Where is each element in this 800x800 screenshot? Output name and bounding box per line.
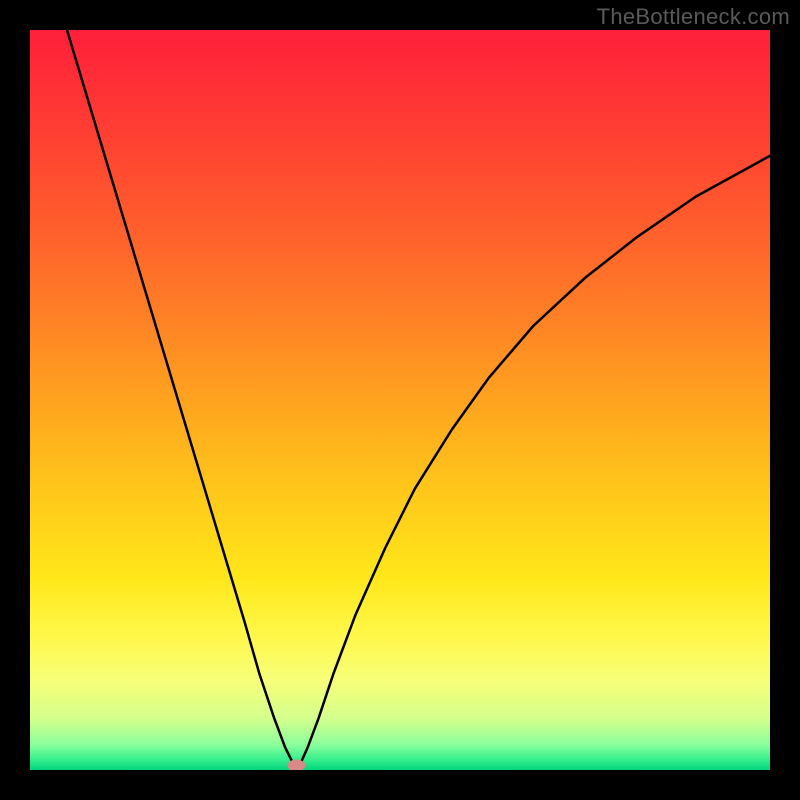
curve-layer bbox=[30, 30, 770, 770]
plot-area bbox=[30, 30, 770, 770]
chart-frame: TheBottleneck.com bbox=[0, 0, 800, 800]
bottleneck-curve bbox=[67, 30, 770, 767]
watermark-text: TheBottleneck.com bbox=[597, 4, 790, 30]
